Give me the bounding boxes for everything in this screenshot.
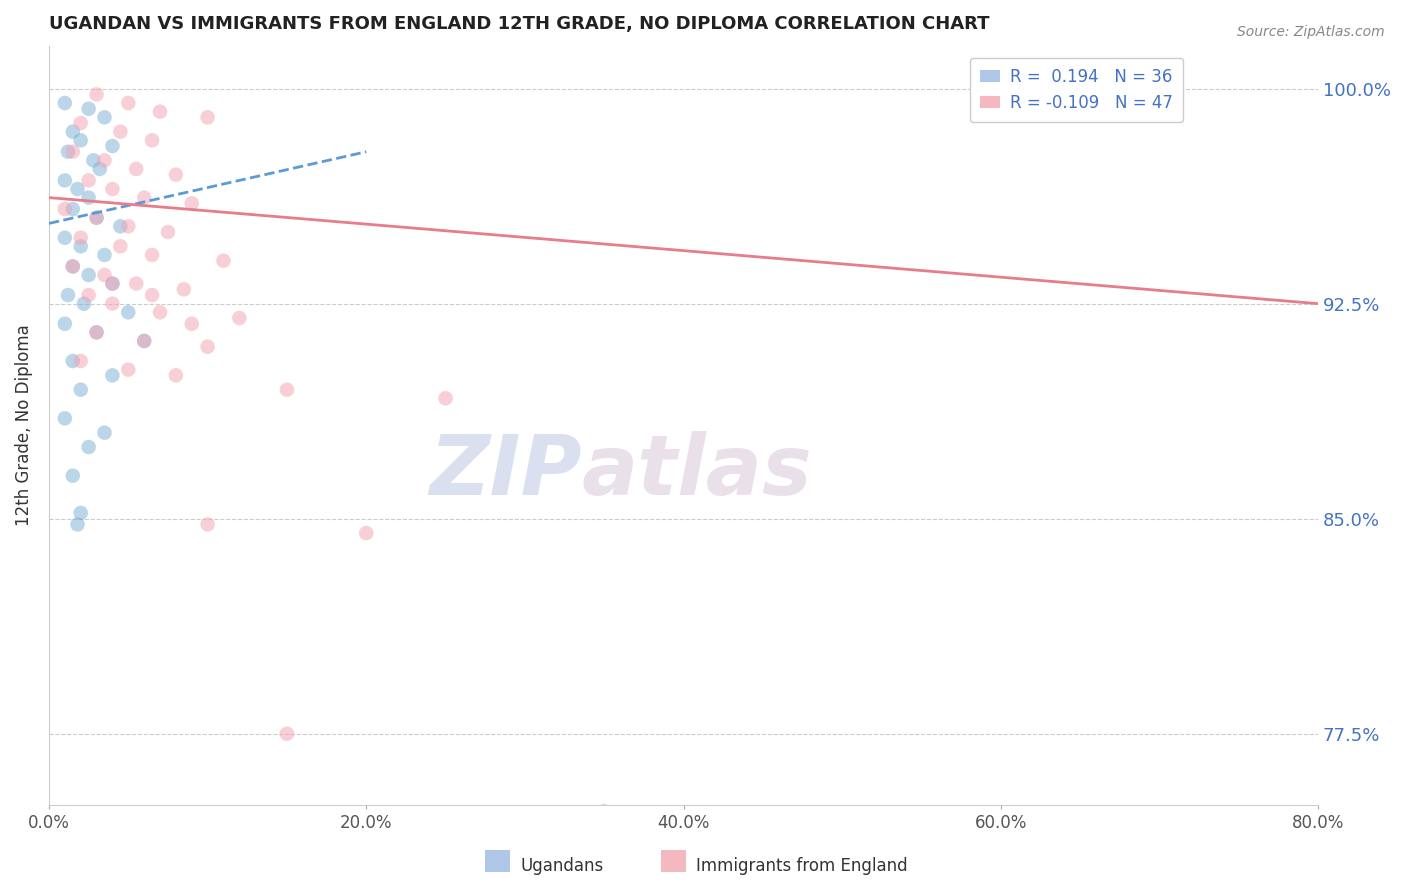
Point <box>77 191 100 205</box>
Point <box>101 277 124 291</box>
Point <box>69 239 91 253</box>
Point <box>356 526 378 541</box>
Point <box>101 368 124 383</box>
Point <box>141 133 163 147</box>
Point <box>593 804 616 818</box>
Point <box>62 202 84 216</box>
Text: Source: ZipAtlas.com: Source: ZipAtlas.com <box>1237 25 1385 39</box>
Point <box>62 125 84 139</box>
Point <box>69 383 91 397</box>
Point <box>117 305 139 319</box>
Point <box>93 111 115 125</box>
Point <box>134 334 156 348</box>
Text: Ugandans: Ugandans <box>520 857 603 875</box>
Point <box>66 517 89 532</box>
Point <box>77 440 100 454</box>
Point <box>101 139 124 153</box>
Point <box>56 288 79 302</box>
Point <box>69 116 91 130</box>
Point <box>53 411 76 425</box>
Text: ZIP: ZIP <box>429 431 582 512</box>
Point <box>197 111 219 125</box>
Point <box>53 202 76 216</box>
Point <box>86 326 108 340</box>
Point <box>110 239 132 253</box>
Point <box>141 288 163 302</box>
Point <box>69 506 91 520</box>
Point <box>86 326 108 340</box>
Point <box>93 153 115 168</box>
Y-axis label: 12th Grade, No Diploma: 12th Grade, No Diploma <box>15 325 32 526</box>
Point <box>117 95 139 110</box>
Point <box>173 282 195 296</box>
Point <box>53 317 76 331</box>
Point <box>134 191 156 205</box>
Point <box>117 362 139 376</box>
Point <box>212 253 235 268</box>
Point <box>276 727 298 741</box>
Point <box>86 211 108 225</box>
Point <box>276 383 298 397</box>
Point <box>66 182 89 196</box>
Point <box>62 145 84 159</box>
Point <box>62 468 84 483</box>
Point <box>228 311 250 326</box>
Point <box>69 133 91 147</box>
Point <box>125 277 148 291</box>
Point <box>77 102 100 116</box>
Point <box>149 104 172 119</box>
Text: atlas: atlas <box>582 431 813 512</box>
Point <box>180 196 202 211</box>
Point <box>434 392 457 406</box>
Point <box>93 248 115 262</box>
Point <box>180 317 202 331</box>
Point <box>56 145 79 159</box>
Point <box>149 305 172 319</box>
Point <box>77 288 100 302</box>
Point <box>69 354 91 368</box>
Point <box>53 95 76 110</box>
Point <box>62 260 84 274</box>
Point <box>53 231 76 245</box>
Point <box>101 182 124 196</box>
Legend: R =  0.194   N = 36, R = -0.109   N = 47: R = 0.194 N = 36, R = -0.109 N = 47 <box>970 58 1182 122</box>
Point <box>165 368 187 383</box>
Point <box>165 168 187 182</box>
Point <box>93 425 115 440</box>
Point <box>141 248 163 262</box>
Point <box>93 268 115 282</box>
Point <box>69 231 91 245</box>
Point <box>101 296 124 310</box>
Point <box>134 334 156 348</box>
Point <box>110 125 132 139</box>
Point <box>101 277 124 291</box>
Point <box>117 219 139 234</box>
Point <box>125 161 148 176</box>
Point <box>62 354 84 368</box>
Text: Immigrants from England: Immigrants from England <box>696 857 908 875</box>
Point <box>82 153 104 168</box>
Point <box>89 161 111 176</box>
Point <box>73 296 96 310</box>
Point <box>77 173 100 187</box>
Text: UGANDAN VS IMMIGRANTS FROM ENGLAND 12TH GRADE, NO DIPLOMA CORRELATION CHART: UGANDAN VS IMMIGRANTS FROM ENGLAND 12TH … <box>49 15 990 33</box>
Point <box>156 225 179 239</box>
Point <box>86 87 108 102</box>
Point <box>197 340 219 354</box>
Point <box>86 211 108 225</box>
Point <box>53 173 76 187</box>
Point <box>77 268 100 282</box>
Point <box>197 517 219 532</box>
Point <box>62 260 84 274</box>
Point <box>110 219 132 234</box>
